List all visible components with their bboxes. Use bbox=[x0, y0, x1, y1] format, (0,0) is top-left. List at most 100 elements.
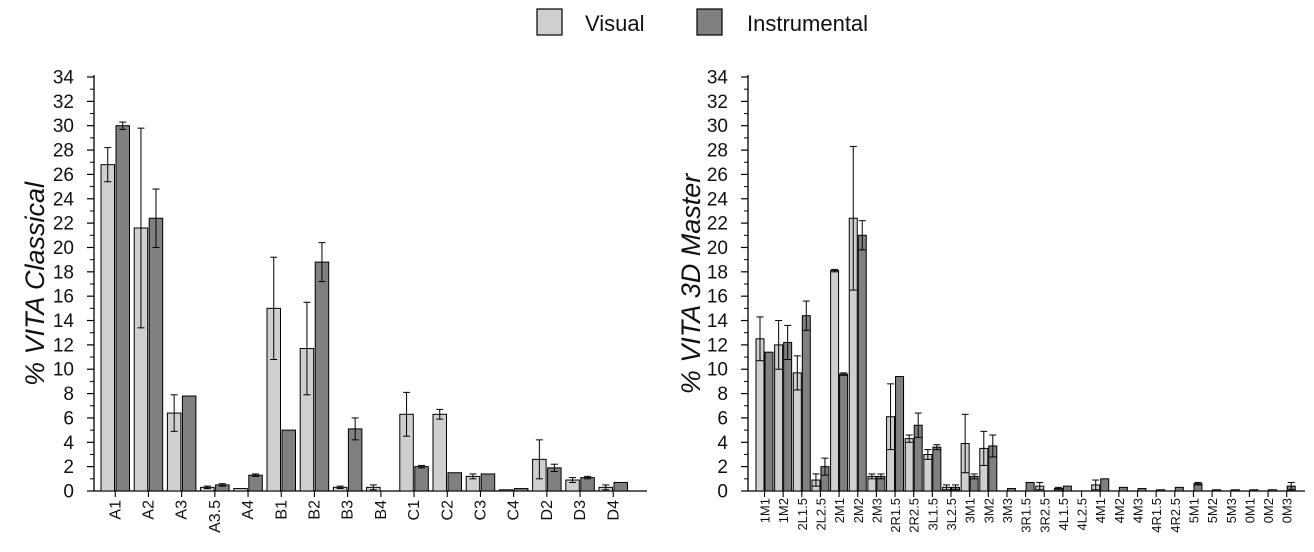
x-tick-label: A3.5 bbox=[207, 500, 224, 533]
x-tick-label: B2 bbox=[306, 500, 323, 520]
y-tick-label: 8 bbox=[717, 384, 728, 405]
bar-instrumental-3L1.5 bbox=[932, 446, 942, 492]
bar-instrumental-C1 bbox=[414, 466, 429, 492]
bar-instrumental-2M2 bbox=[857, 234, 867, 492]
y-tick-label: 16 bbox=[707, 287, 728, 308]
bar-instrumental-A2 bbox=[148, 217, 164, 492]
y-tick-label: 12 bbox=[53, 335, 74, 356]
x-tick-label: 5M3 bbox=[1224, 498, 1239, 523]
y-tick-label: 6 bbox=[63, 408, 74, 429]
y-tick-label: 20 bbox=[53, 238, 74, 259]
y-tick-label: 32 bbox=[707, 92, 728, 113]
x-tick-label: 5M1 bbox=[1186, 498, 1201, 523]
x-tick-label: 0M2 bbox=[1261, 498, 1276, 523]
x-tick-label: A2 bbox=[140, 500, 157, 520]
y-tick-label: 32 bbox=[53, 92, 74, 113]
y-tick-label: 26 bbox=[707, 165, 728, 186]
x-tick-label: 3R1.5 bbox=[1019, 498, 1034, 533]
y-tick-label: 26 bbox=[53, 165, 74, 186]
y-axis-label: % VITA 3D Master bbox=[676, 173, 706, 395]
y-tick-label: 14 bbox=[707, 311, 729, 332]
bar-instrumental-C3 bbox=[480, 473, 496, 492]
bar-instrumental-3R1.5 bbox=[1025, 481, 1035, 492]
x-tick-label: 4R1.5 bbox=[1149, 498, 1164, 533]
bar-instrumental-B2 bbox=[314, 261, 330, 492]
y-tick-label: 22 bbox=[53, 214, 74, 235]
bar-instrumental-2M1 bbox=[839, 373, 849, 492]
x-tick-label: 3L2.5 bbox=[944, 498, 959, 531]
x-tick-label: 4M3 bbox=[1131, 498, 1146, 523]
y-tick-label: 34 bbox=[53, 68, 75, 89]
bar-instrumental-B1 bbox=[281, 429, 296, 492]
bar-instrumental-3M3 bbox=[1006, 488, 1016, 492]
x-tick-label: 2M1 bbox=[832, 498, 847, 523]
bar-instrumental-A3 bbox=[181, 395, 197, 492]
x-tick-label: 4L1.5 bbox=[1056, 498, 1071, 531]
bar-instrumental-0M2 bbox=[1268, 489, 1278, 492]
x-tick-label: B4 bbox=[373, 500, 390, 520]
x-tick-label: A4 bbox=[240, 500, 257, 520]
bar-instrumental-A1 bbox=[115, 125, 130, 492]
y-tick-label: 34 bbox=[707, 68, 729, 89]
y-tick-label: 30 bbox=[707, 116, 728, 137]
x-tick-label: 4M2 bbox=[1112, 498, 1127, 523]
x-tick-label: B3 bbox=[340, 500, 357, 520]
y-tick-label: 24 bbox=[707, 189, 729, 210]
x-tick-label: C2 bbox=[439, 500, 456, 521]
x-tick-label: 1M2 bbox=[776, 498, 791, 523]
y-tick-label: 8 bbox=[63, 384, 74, 405]
x-tick-label: 3R2.5 bbox=[1037, 498, 1052, 533]
x-tick-label: 0M1 bbox=[1242, 498, 1257, 523]
y-tick-label: 2 bbox=[63, 457, 74, 478]
y-tick-label: 18 bbox=[707, 262, 728, 283]
y-tick-label: 4 bbox=[717, 433, 728, 454]
y-tick-label: 10 bbox=[53, 360, 74, 381]
legend-label-instrumental: Instrumental bbox=[747, 11, 868, 36]
x-tick-label: 2L2.5 bbox=[813, 498, 828, 531]
bar-instrumental-0M1 bbox=[1249, 489, 1259, 492]
x-tick-label: 3M3 bbox=[1000, 498, 1015, 523]
x-tick-label: B1 bbox=[273, 500, 290, 520]
bar-instrumental-A4 bbox=[248, 474, 263, 492]
bar-visual-C2 bbox=[432, 413, 447, 492]
x-tick-label: 1M1 bbox=[758, 498, 773, 523]
x-tick-label: C4 bbox=[506, 500, 523, 521]
y-tick-label: 10 bbox=[707, 360, 728, 381]
x-tick-label: 2R2.5 bbox=[907, 498, 922, 533]
bar-instrumental-5M3 bbox=[1230, 489, 1240, 492]
bar-instrumental-1M1 bbox=[764, 351, 774, 492]
x-tick-label: 0M3 bbox=[1280, 498, 1295, 523]
y-tick-label: 4 bbox=[63, 433, 74, 454]
x-tick-label: D2 bbox=[539, 500, 556, 521]
y-tick-label: 6 bbox=[717, 408, 728, 429]
bar-instrumental-4L1.5 bbox=[1062, 485, 1072, 492]
legend-swatch-instrumental bbox=[696, 8, 723, 36]
y-tick-label: 30 bbox=[53, 116, 74, 137]
legend: Visual Instrumental bbox=[536, 8, 868, 36]
bar-instrumental-2L1.5 bbox=[801, 315, 811, 492]
bar-instrumental-D3 bbox=[580, 477, 595, 492]
x-tick-label: 2M3 bbox=[869, 498, 884, 523]
bar-visual-A1 bbox=[100, 164, 115, 492]
y-tick-label: 22 bbox=[707, 214, 728, 235]
x-tick-label: A1 bbox=[107, 500, 124, 520]
legend-label-visual: Visual bbox=[585, 11, 645, 36]
y-axis-label: % VITA Classical bbox=[20, 181, 50, 386]
x-tick-label: 3M1 bbox=[963, 498, 978, 523]
x-tick-label: 3M2 bbox=[981, 498, 996, 523]
x-tick-label: C3 bbox=[472, 500, 489, 521]
bar-visual-2M1 bbox=[830, 270, 840, 492]
y-tick-label: 28 bbox=[707, 141, 728, 162]
bar-instrumental-4M1 bbox=[1100, 478, 1110, 492]
bar-visual-2R2.5 bbox=[904, 438, 914, 492]
x-tick-label: D4 bbox=[605, 500, 622, 521]
y-tick-label: 18 bbox=[53, 262, 74, 283]
y-tick-label: 0 bbox=[63, 482, 74, 503]
y-tick-label: 16 bbox=[53, 287, 74, 308]
y-tick-label: 12 bbox=[707, 335, 728, 356]
x-tick-label: 4L2.5 bbox=[1075, 498, 1090, 531]
bar-instrumental-1M2 bbox=[783, 341, 793, 492]
x-tick-label: A3 bbox=[174, 500, 191, 520]
x-tick-label: 2R1.5 bbox=[888, 498, 903, 533]
